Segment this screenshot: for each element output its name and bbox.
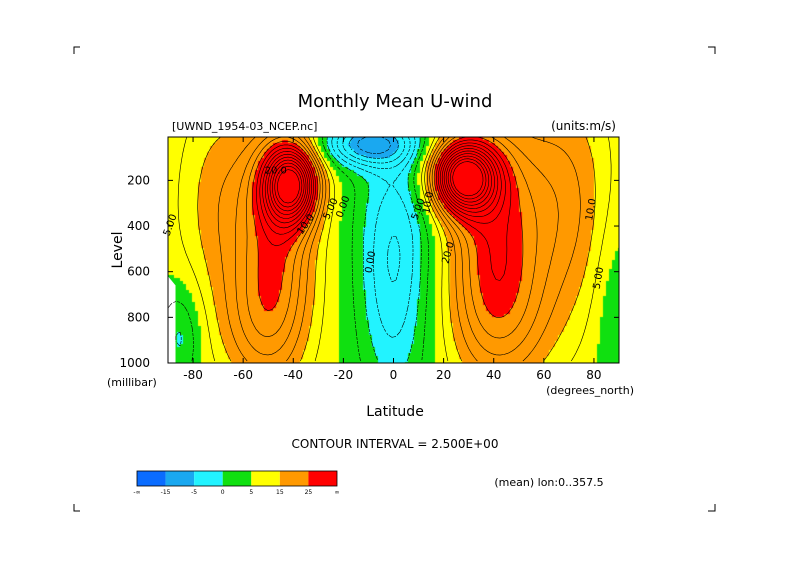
y-axis-label: Level — [110, 232, 126, 269]
y-tick-label: 600 — [127, 265, 150, 279]
y-tick-label: 1000 — [119, 356, 150, 370]
contour-label: 10.0 — [421, 191, 436, 215]
contour-line-positive — [264, 148, 499, 224]
corner-mark-bottom-left — [73, 504, 80, 512]
x-axis-units: (degrees_north) — [546, 384, 634, 397]
contour-line-negative — [336, 137, 411, 283]
chart-title: Monthly Mean U-wind — [298, 91, 493, 112]
contour-line-negative — [175, 137, 422, 362]
x-axis-ticks: -80 -60 -40 -20 0 20 40 60 80 — [183, 137, 602, 382]
corner-mark-top-right — [708, 46, 716, 54]
contour-label: 5.00 — [592, 266, 607, 290]
colorbar-segment — [165, 471, 195, 486]
colorbar-segment — [308, 471, 337, 486]
corner-mark-top-left — [73, 46, 80, 54]
y-axis-units: (millibar) — [107, 376, 157, 389]
contour-line-positive — [246, 137, 538, 339]
colorbar-tick-label: 0 — [221, 489, 225, 496]
contour-line-positive — [267, 150, 495, 219]
colorbar-tick-label: ∞ — [335, 489, 340, 496]
contour-line-positive — [259, 142, 506, 235]
x-tick-label: 80 — [586, 368, 601, 382]
averaging-text: (mean) lon:0..357.5 — [494, 476, 603, 489]
corner-mark-bottom-right — [708, 504, 716, 512]
x-tick-label: -80 — [183, 368, 203, 382]
contour-line-positive — [269, 153, 492, 215]
contour-line-negative — [168, 137, 429, 362]
contour-line-positive — [252, 137, 524, 318]
contour-line-positive — [262, 145, 502, 229]
contour-line-positive — [235, 137, 559, 356]
y-tick-label: 200 — [127, 173, 150, 187]
colorbar-tick-label: 25 — [305, 489, 313, 496]
colorbar-frame — [136, 470, 338, 487]
x-tick-label: -20 — [334, 368, 354, 382]
colorbar-segment — [222, 471, 252, 486]
x-tick-label: 0 — [390, 368, 398, 382]
colorbar-tick-label: 15 — [276, 489, 284, 496]
x-tick-label: 40 — [486, 368, 501, 382]
x-tick-label: -40 — [283, 368, 303, 382]
colorbar-segment — [137, 471, 166, 486]
y-axis-ticks: 200 400 600 800 1000 — [119, 173, 619, 370]
contour-line-positive — [277, 161, 484, 204]
colorbar-segment — [279, 471, 309, 486]
contour-label: 10.0 — [584, 198, 599, 222]
contour-line-positive — [274, 158, 487, 208]
units-label: (units:m/s) — [551, 119, 616, 133]
contour-line-positive — [272, 155, 490, 212]
contour-line-negative — [349, 137, 399, 159]
missing-data-region — [168, 276, 176, 363]
x-tick-label: 20 — [436, 368, 451, 382]
colorbar-tick-label: -5 — [191, 489, 197, 496]
y-tick-label: 800 — [127, 310, 150, 324]
colorbar: -∞ -15 -5 0 5 15 25 ∞ — [133, 470, 340, 496]
colorbar-segment — [251, 471, 280, 486]
corner-marks — [73, 46, 716, 512]
dataset-label: [UWND_1954-03_NCEP.nc] — [172, 120, 317, 133]
contour-line-positive — [177, 137, 612, 362]
colorbar-tick-label: 5 — [249, 489, 253, 496]
colorbar-tick-label: -15 — [161, 489, 171, 496]
x-tick-label: -60 — [233, 368, 253, 382]
contour-line-positive — [197, 137, 596, 362]
contour-lines — [168, 137, 612, 362]
contour-line-negative — [331, 137, 416, 338]
contour-line-positive — [217, 137, 581, 362]
contour-line-positive — [256, 139, 512, 281]
contour-label: 20.0 — [265, 166, 287, 177]
x-axis-label: Latitude — [366, 404, 424, 420]
colorbar-segment — [194, 471, 223, 486]
colorbar-tick-label: -∞ — [133, 489, 140, 496]
contour-interval-text: CONTOUR INTERVAL = 2.500E+00 — [292, 437, 499, 451]
x-tick-label: 60 — [536, 368, 551, 382]
contour-label: 0.00 — [364, 250, 379, 274]
y-tick-label: 400 — [127, 219, 150, 233]
